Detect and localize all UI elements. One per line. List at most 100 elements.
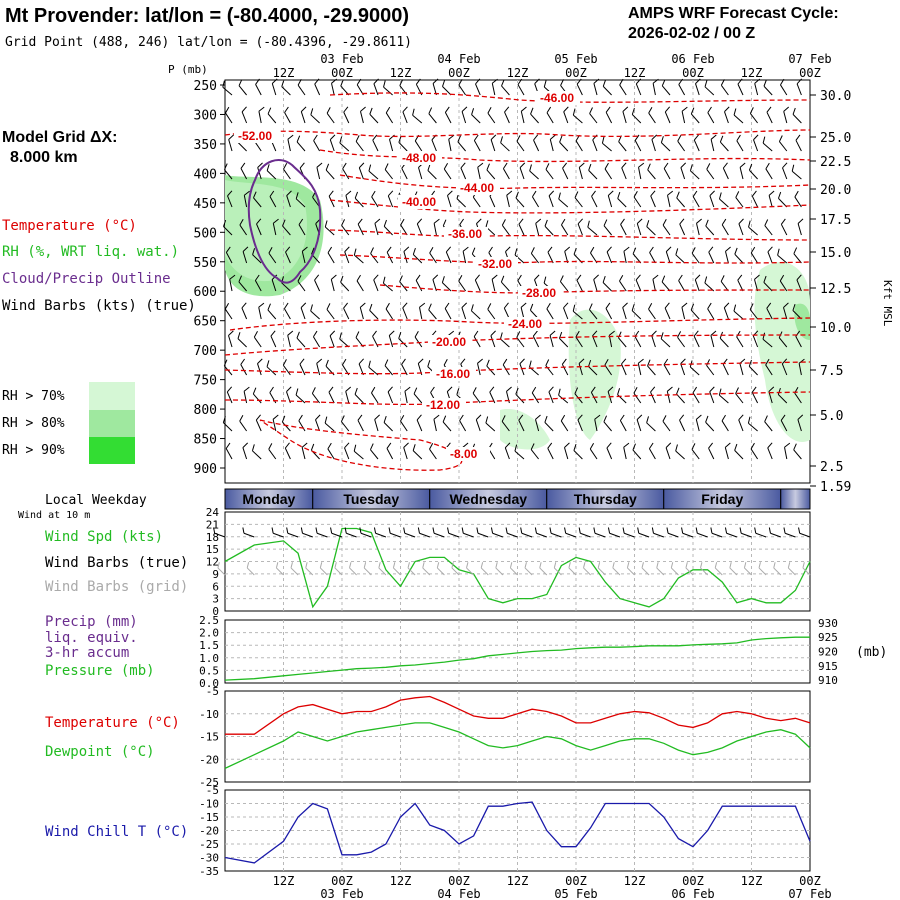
wind-barb-true-staff	[331, 532, 343, 538]
wind-barb-staff	[722, 363, 729, 376]
wind-barb	[475, 414, 482, 432]
bottom-time-tick: 12Z	[273, 874, 295, 888]
wind-barb-staff	[282, 225, 291, 236]
wind-barb-staff	[679, 223, 686, 236]
wind-barb-staff	[724, 447, 729, 460]
wind-barb	[720, 275, 729, 292]
wind-barb	[242, 442, 249, 460]
wind-barb	[287, 330, 294, 348]
wind-barb	[649, 246, 656, 264]
wind-barb-staff	[797, 223, 802, 236]
wind-barb-flag	[432, 274, 439, 280]
wind-barb	[559, 135, 569, 152]
wind-barb-grid-staff	[758, 567, 767, 576]
wind-barb-staff	[473, 336, 481, 348]
wind-barb-flag	[762, 136, 766, 144]
wind-barb-flag	[502, 358, 508, 365]
wind-barb-flag	[710, 134, 717, 140]
wind-barb-flag	[591, 190, 596, 197]
temperature-contours: -46.00-52.00-48.00-44.00-40.00-36.00-32.…	[224, 91, 811, 471]
wind-barb	[736, 134, 744, 152]
wind-barb-flag	[471, 108, 475, 115]
wind-barb-flag	[721, 414, 726, 422]
wind-barb-flag	[531, 386, 537, 394]
wind-barb-staff	[515, 393, 525, 404]
wind-barb-flag	[239, 218, 244, 226]
wind-barb	[296, 135, 306, 152]
wind-barb-staff	[412, 114, 423, 124]
wind-barb	[704, 80, 715, 96]
wind-barb-flag	[339, 332, 342, 340]
wind-barb	[765, 358, 773, 376]
panel-ytick-label: 3	[212, 593, 219, 606]
wind-barb-true	[490, 527, 504, 538]
wind-barb-flag	[327, 246, 333, 253]
wind-barb	[604, 358, 613, 376]
wind-barbs-grid-label: Wind Barbs (grid)	[45, 579, 188, 595]
wind-barb-staff	[692, 392, 700, 404]
wind-barb-staff	[384, 169, 393, 180]
wind-barb-flag	[433, 218, 440, 224]
wind-barb-flag	[710, 330, 717, 336]
wind-barb-grid	[583, 562, 591, 576]
wind-barb	[516, 135, 525, 152]
wind-barb	[343, 106, 350, 124]
wind-barb-grid-flag	[392, 562, 396, 569]
wind-barb	[562, 162, 569, 180]
wind-barb-staff	[240, 168, 248, 180]
weekday-label: Wednesday	[449, 491, 527, 507]
wind-barb	[574, 191, 583, 208]
wind-barb	[791, 164, 802, 180]
wind-barb-flag	[311, 247, 315, 255]
wind-barb-staff	[431, 139, 437, 152]
wind-barb-flag	[529, 303, 534, 311]
wind-barb-true-flag	[505, 527, 508, 534]
wind-barb	[386, 442, 394, 460]
wind-barb-staff	[794, 196, 802, 208]
wind-barb-flag	[753, 134, 759, 141]
wind-barb-true	[403, 527, 416, 538]
wind-barb-staff	[572, 310, 583, 320]
contour-label-bg	[446, 447, 490, 461]
wind-barb-staff	[297, 280, 306, 292]
wind-barb-staff	[618, 337, 627, 348]
wind-barb-staff	[576, 83, 583, 96]
wind-barb-staff	[575, 140, 583, 152]
wind-barb-grid-flag	[641, 562, 644, 569]
wind-barb-staff	[326, 309, 335, 320]
wind-barb	[781, 358, 788, 376]
wind-barb-staff	[661, 281, 671, 292]
wind-barb-flag	[737, 274, 743, 281]
contour-label: -40.00	[402, 195, 436, 209]
wind-barb	[416, 218, 423, 236]
wind-barb	[798, 358, 805, 376]
wind-barb-flag	[281, 80, 285, 87]
wind-barb-grid	[378, 562, 387, 576]
wind-barb-flag	[782, 162, 788, 169]
wind-barb-flag	[268, 443, 273, 450]
wind-barb-grid-staff	[246, 567, 255, 576]
wind-barb-flag	[328, 386, 334, 393]
wind-barb-flag	[781, 358, 788, 365]
wind-barb-flag	[253, 191, 257, 199]
bottom-time-tick: 00Z	[565, 874, 587, 888]
wind-barb-staff	[459, 420, 467, 432]
wind-barb-staff	[462, 251, 467, 264]
wind-barb	[256, 218, 262, 236]
panel-ytick-label: 24	[206, 506, 220, 519]
wind-barb-staff	[442, 282, 452, 292]
wind-barb-flag	[519, 358, 525, 365]
wind-barb-true	[388, 527, 401, 538]
wind-barb-flag	[341, 219, 346, 226]
wind-barb	[558, 388, 569, 404]
wind-barb-staff	[679, 419, 686, 432]
wind-barb-staff	[485, 422, 496, 432]
wind-barb	[374, 218, 381, 236]
wind-barb	[282, 219, 291, 236]
panel-ytick-label: -30	[199, 852, 219, 865]
wind-barb-staff	[331, 83, 335, 96]
wind-barb-grid	[466, 562, 474, 576]
wind-barb	[676, 387, 685, 404]
wind-barb-flag	[708, 442, 714, 449]
wind-barb-flag	[284, 442, 290, 449]
